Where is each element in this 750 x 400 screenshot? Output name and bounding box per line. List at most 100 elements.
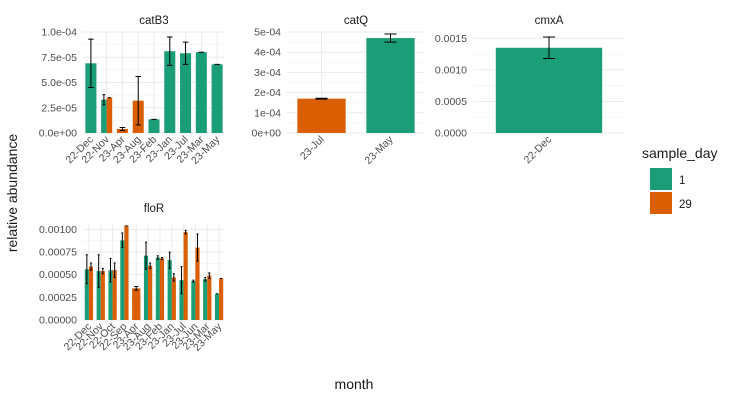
x-tick-label: 23-May xyxy=(362,133,396,167)
bar-floR-22-Nov-day29 xyxy=(100,271,105,320)
legend-swatch-29 xyxy=(650,192,672,214)
y-tick-label: 3e-04 xyxy=(254,67,281,79)
y-tick-label: 0.00025 xyxy=(39,292,77,304)
y-tick-label: 0e+00 xyxy=(252,128,282,140)
error-bar-floR-23-Apr-day29 xyxy=(134,285,139,291)
bar-catB3-22-Nov-day1 xyxy=(101,99,107,133)
error-bar-floR-23-Jul-day1 xyxy=(180,266,183,295)
error-bar-catB3-22-Nov-day1 xyxy=(102,94,106,106)
bar-catB3-22-Nov-day29 xyxy=(106,97,113,133)
x-axis-title: month xyxy=(335,376,374,392)
error-bar-floR-23-Jan-day1 xyxy=(168,251,171,269)
bar-floR-23-Jan-day1 xyxy=(167,260,172,320)
bar-floR-23-Jun-day1 xyxy=(191,281,196,320)
bar-floR-23-Jan-day29 xyxy=(171,277,176,320)
y-tick-label: 2.5e-05 xyxy=(41,102,77,114)
y-tick-label: 0.0000 xyxy=(435,128,467,140)
bar-floR-23-Mar-day1 xyxy=(203,279,208,320)
bar-floR-23-Apr-day29 xyxy=(132,288,141,320)
y-tick-label: 1.0e-04 xyxy=(41,27,77,39)
panel-floR: 0.000000.000250.000500.000750.00100floR2… xyxy=(39,203,225,354)
error-bar-catB3-22-Dec-day1 xyxy=(88,38,94,89)
y-tick-label: 2e-04 xyxy=(254,87,281,99)
bar-floR-23-Feb-day29 xyxy=(159,258,165,320)
panel-title: cmxA xyxy=(535,15,564,27)
error-bar-floR-22-Oct-day29 xyxy=(113,262,116,278)
legend-label-29: 29 xyxy=(679,199,692,211)
panel-catQ: 0e+00 1e-04 2e-04 3e-04 4e-04 5e-04 catQ 23-Jul… xyxy=(252,15,425,167)
y-tick-label: 0.00000 xyxy=(39,315,77,327)
error-bar-catB3-23-Apr-day29 xyxy=(119,126,126,131)
bar-floR-22-Sep-day1 xyxy=(120,240,125,320)
panel-title: catQ xyxy=(344,15,368,27)
error-bar-floR-22-Sep-day1 xyxy=(121,232,124,249)
bar-catB3-23-Apr-day29 xyxy=(116,128,128,133)
y-tick-label: 0.00075 xyxy=(39,247,77,259)
y-tick-label: 4e-04 xyxy=(254,47,281,59)
error-bar-catQ-23-Jul-day29 xyxy=(315,97,328,100)
error-bar-floR-23-Jan-day29 xyxy=(172,273,175,282)
error-bar-floR-22-Dec-day29 xyxy=(89,262,93,271)
panel-cmxA: 0.0000 0.0005 0.0010 0.0015 cmxA 22-Dec xyxy=(435,15,625,166)
error-bar-floR-23-Jun-day1 xyxy=(192,279,195,283)
bar-catB3-23-Jan-day1 xyxy=(164,51,176,133)
bar-catB3-23-May-day1 xyxy=(211,64,223,133)
bar-floR-22-Dec-day1 xyxy=(84,269,89,320)
y-tick-label: 5.0e-05 xyxy=(41,77,77,89)
error-bar-floR-22-Nov-day1 xyxy=(97,254,100,288)
y-axis-title: relative abundance xyxy=(4,134,20,253)
bar-floR-23-Jul-day1 xyxy=(179,280,184,320)
bar-floR-23-Mar-day29 xyxy=(207,275,212,320)
error-bar-floR-23-Feb-day1 xyxy=(156,255,159,260)
error-bar-cmxA-22-Dec-day1 xyxy=(543,36,555,60)
panel-title: floR xyxy=(144,203,164,215)
bar-floR-22-Oct-day1 xyxy=(108,270,113,320)
error-bar-floR-23-Jul-day29 xyxy=(184,229,187,235)
legend-swatch-1 xyxy=(650,168,672,190)
bar-catB3-23-Mar-day1 xyxy=(195,52,207,134)
error-bar-floR-22-Oct-day1 xyxy=(109,257,112,283)
error-bar-floR-22-Nov-day29 xyxy=(101,267,104,275)
error-bar-floR-23-Feb-day29 xyxy=(160,257,164,260)
bar-floR-23-May-day1 xyxy=(214,293,220,320)
bar-floR-23-May-day29 xyxy=(219,278,224,320)
error-bar-floR-23-Aug-day29 xyxy=(149,262,152,269)
bar-catB3-22-Dec-day1 xyxy=(85,63,97,134)
y-tick-label: 0.0015 xyxy=(435,33,467,45)
y-tick-label: 0.0010 xyxy=(435,64,467,76)
error-bar-catB3-23-Jul-day1 xyxy=(182,41,189,65)
legend-title: sample_day xyxy=(642,145,718,161)
y-tick-label: 0.0005 xyxy=(435,96,467,108)
panel-catB3: 0.0e+00 2.5e-05 5.0e-05 7.5e-05 1.0e-04 catB3… xyxy=(39,15,225,167)
error-bar-catB3-23-Jan-day1 xyxy=(167,36,173,66)
error-bar-floR-23-Aug-day1 xyxy=(144,241,148,270)
bar-floR-23-Aug-day29 xyxy=(148,265,153,320)
bar-catB3-23-Jul-day1 xyxy=(180,53,192,133)
bar-cmxA-22-Dec-day1 xyxy=(495,47,603,133)
y-tick-label: 1e-04 xyxy=(254,107,281,119)
x-tick-label: 23-Jul xyxy=(298,134,327,163)
y-tick-label: 0.00100 xyxy=(39,224,77,236)
bar-catQ-23-Jul-day29 xyxy=(297,98,346,133)
y-tick-label: 5e-04 xyxy=(254,27,281,39)
bar-floR-23-Jun-day29 xyxy=(195,247,200,320)
y-tick-label: 0.00050 xyxy=(39,269,77,281)
error-bar-floR-23-Mar-day29 xyxy=(208,272,211,279)
error-bar-catB3-23-Aug-day29 xyxy=(135,75,141,126)
panel-title: catB3 xyxy=(139,15,168,27)
bar-floR-23-Jul-day29 xyxy=(183,232,188,320)
legend-label-1: 1 xyxy=(679,175,685,187)
error-bar-catQ-23-May-day1 xyxy=(384,33,397,43)
bar-catQ-23-May-day1 xyxy=(366,38,415,134)
bar-floR-23-Aug-day1 xyxy=(143,255,149,320)
error-bar-floR-23-Mar-day1 xyxy=(204,276,207,282)
bar-floR-22-Oct-day29 xyxy=(112,270,117,320)
y-tick-label: 7.5e-05 xyxy=(41,52,77,64)
bar-floR-22-Sep-day29 xyxy=(124,225,129,320)
error-bar-floR-23-Jun-day29 xyxy=(196,233,199,262)
bar-floR-22-Nov-day1 xyxy=(96,271,101,320)
y-tick-label: 0.0e+00 xyxy=(39,128,77,140)
x-tick-label: 22-Dec xyxy=(522,134,554,166)
bar-catB3-23-Feb-day1 xyxy=(148,119,160,133)
